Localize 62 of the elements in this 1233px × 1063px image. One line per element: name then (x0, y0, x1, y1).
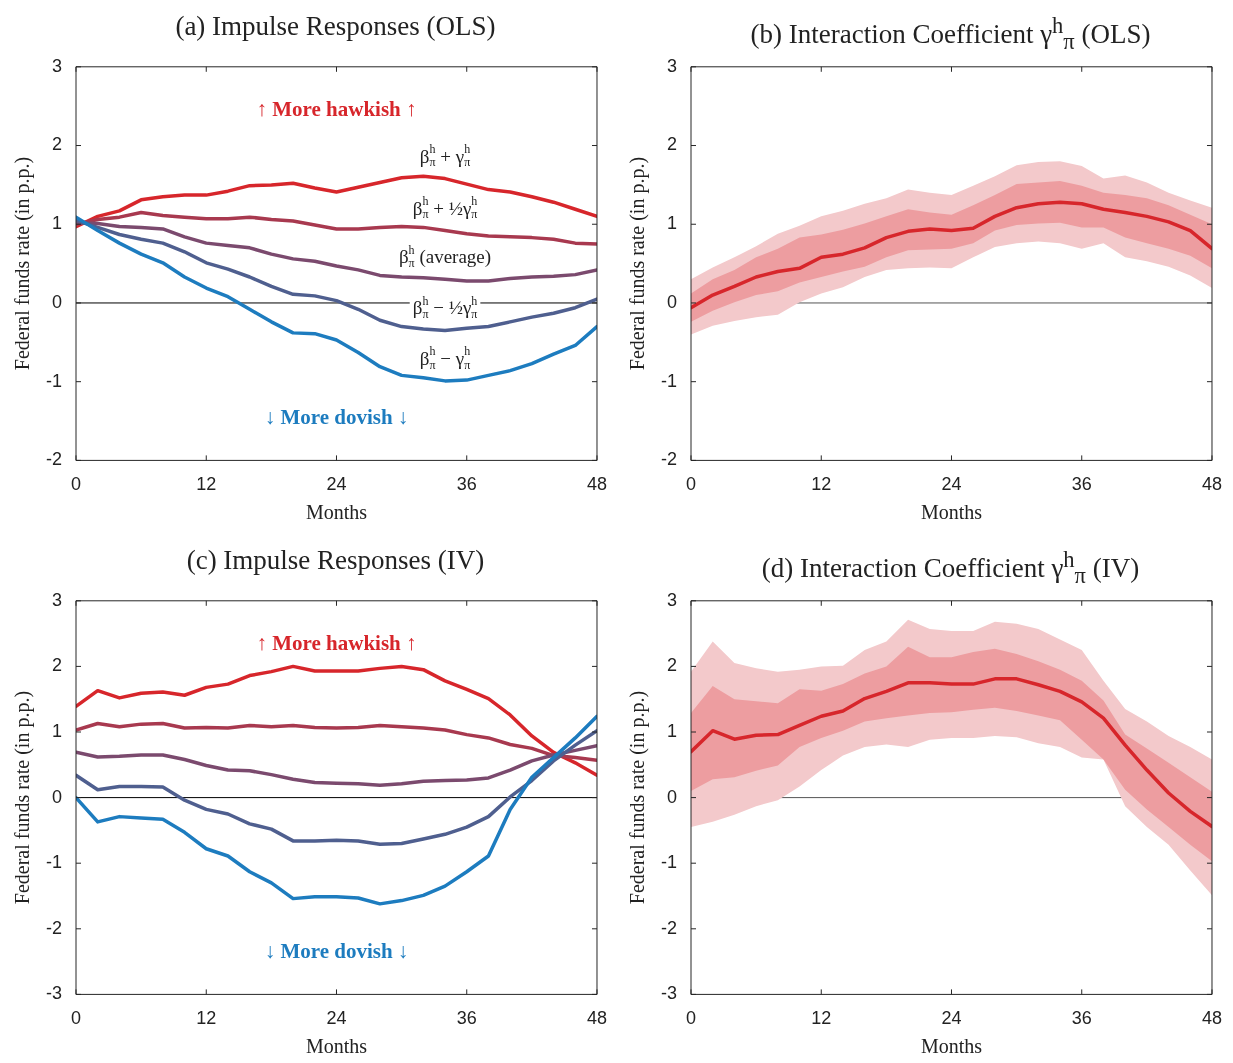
x-axis-title: Months (305, 501, 368, 524)
x-tick-label: 0 (686, 474, 697, 495)
x-axis-title: Months (305, 1035, 368, 1058)
y-tick-label: 3 (666, 589, 677, 610)
x-tick-label: 36 (456, 474, 477, 495)
x-tick-label: 12 (196, 1008, 217, 1029)
x-tick-label: 24 (326, 474, 347, 495)
chart-title: (b) Interaction Coefficient γ$^{h}$$_{π}$ (OLS) (749, 12, 1152, 55)
y-tick-label: 0 (51, 786, 62, 807)
x-tick-label: 36 (456, 1008, 477, 1029)
y-axis-title: Federal funds rate (in p.p.) (626, 690, 650, 905)
y-tick-label: 2 (51, 134, 62, 155)
x-tick-label: 48 (586, 1008, 607, 1029)
x-axis-title: Months (920, 501, 983, 524)
x-tick-label: 24 (941, 474, 962, 495)
y-tick-label: -3 (660, 983, 677, 1004)
x-tick-label: 36 (1071, 474, 1092, 495)
y-tick-label: 2 (666, 134, 677, 155)
x-tick-label: 12 (811, 1008, 832, 1029)
x-tick-label: 0 (71, 474, 82, 495)
y-tick-label: 1 (51, 213, 62, 234)
y-tick-label: 1 (666, 213, 677, 234)
y-tick-label: -1 (45, 852, 62, 873)
y-tick-label: -1 (660, 370, 677, 391)
x-tick-label: 48 (1201, 1008, 1222, 1029)
y-axis-title: Federal funds rate (in p.p.) (11, 156, 35, 371)
x-tick-label: 48 (586, 474, 607, 495)
y-tick-label: -1 (45, 370, 62, 391)
chart-title: (a) Impulse Responses (OLS) (174, 10, 497, 43)
annotation: ↓ More dovish ↓ (264, 405, 409, 430)
x-tick-label: 0 (686, 1008, 697, 1029)
y-tick-label: 1 (666, 720, 677, 741)
annotation: ↓ More dovish ↓ (264, 939, 409, 964)
annotation: ↑ More hawkish ↑ (256, 96, 417, 121)
x-tick-label: 12 (811, 474, 832, 495)
chart-title: (c) Impulse Responses (IV) (185, 544, 486, 577)
y-tick-label: 2 (51, 655, 62, 676)
y-axis-title: Federal funds rate (in p.p.) (626, 156, 650, 371)
x-axis-title: Months (920, 1035, 983, 1058)
y-tick-label: -3 (45, 983, 62, 1004)
x-tick-label: 48 (1201, 474, 1222, 495)
x-tick-label: 36 (1071, 1008, 1092, 1029)
y-tick-label: 1 (51, 720, 62, 741)
y-tick-label: 3 (51, 589, 62, 610)
y-tick-label: 3 (51, 55, 62, 76)
y-tick-label: 2 (666, 655, 677, 676)
x-tick-label: 0 (71, 1008, 82, 1029)
y-tick-label: -1 (660, 852, 677, 873)
y-tick-label: -2 (45, 917, 62, 938)
x-tick-label: 12 (196, 474, 217, 495)
y-tick-label: -2 (45, 449, 62, 470)
y-tick-label: -2 (660, 917, 677, 938)
y-tick-label: 0 (51, 291, 62, 312)
chart-title: (d) Interaction Coefficient γ$^{h}$$_{π}$ (IV) (760, 546, 1141, 589)
y-tick-label: 0 (666, 786, 677, 807)
annotation: ↑ More hawkish ↑ (256, 630, 417, 655)
y-tick-label: -2 (660, 449, 677, 470)
x-tick-label: 24 (941, 1008, 962, 1029)
y-axis-title: Federal funds rate (in p.p.) (11, 690, 35, 905)
x-tick-label: 24 (326, 1008, 347, 1029)
y-tick-label: 0 (666, 291, 677, 312)
y-tick-label: 3 (666, 55, 677, 76)
